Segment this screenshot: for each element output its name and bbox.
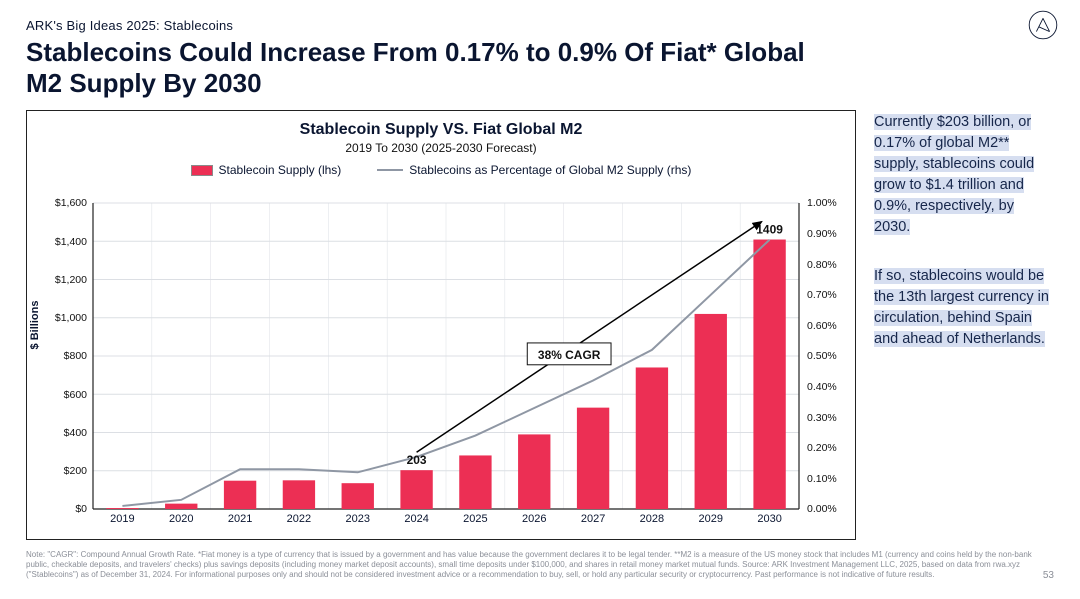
chart-subtitle: 2019 To 2030 (2025-2030 Forecast) — [27, 141, 855, 155]
chart-legend: Stablecoin Supply (lhs) Stablecoins as P… — [27, 163, 855, 177]
legend-label-line: Stablecoins as Percentage of Global M2 S… — [409, 163, 691, 177]
legend-label-bars: Stablecoin Supply (lhs) — [219, 163, 342, 177]
chart-container: Stablecoin Supply VS. Fiat Global M2 201… — [26, 110, 856, 540]
ark-logo — [1028, 10, 1058, 40]
legend-swatch-bars — [191, 165, 213, 176]
page-title: Stablecoins Could Increase From 0.17% to… — [26, 37, 826, 98]
svg-text:203: 203 — [407, 454, 427, 468]
legend-swatch-line — [377, 169, 403, 171]
eyebrow: ARK's Big Ideas 2025: Stablecoins — [26, 18, 1054, 33]
svg-text:38% CAGR: 38% CAGR — [538, 348, 601, 362]
footnote: Note: "CAGR": Compound Annual Growth Rat… — [26, 550, 1054, 580]
svg-text:1409: 1409 — [756, 223, 783, 237]
page-number: 53 — [1043, 570, 1054, 581]
chart-plot: 1409 203 38% CAGR — [93, 203, 799, 509]
y-right-ticks: 0.00%0.10%0.20%0.30%0.40%0.50%0.60%0.70%… — [803, 203, 855, 509]
y-left-ticks: $0$200$400$600$800$1,000$1,200$1,400$1,6… — [27, 203, 87, 509]
callout-1: Currently $203 billion, or 0.17% of glob… — [874, 112, 1054, 238]
callout-2: If so, stablecoins would be the 13th lar… — [874, 266, 1054, 350]
x-ticks: 2019202020212022202320242025202620272028… — [93, 513, 799, 531]
chart-title: Stablecoin Supply VS. Fiat Global M2 — [27, 121, 855, 139]
